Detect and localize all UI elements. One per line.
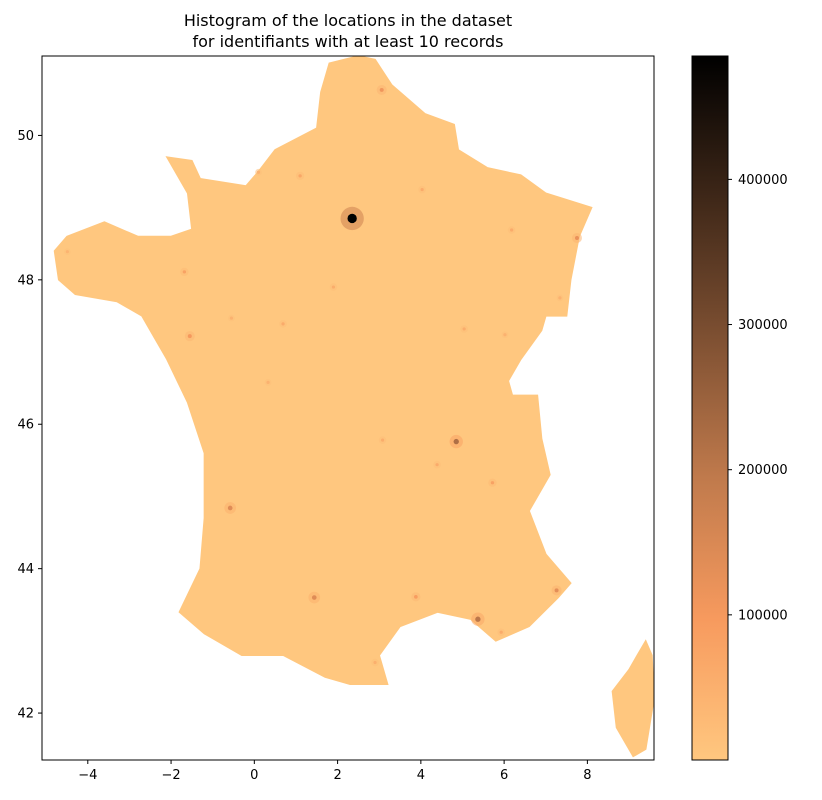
hotspot-core-27 — [558, 296, 562, 300]
y-axis-ticks: 42 44 46 48 50 — [17, 129, 42, 722]
x-tick-label: 0 — [250, 768, 258, 783]
colorbar-tick-label: 100000 — [738, 608, 788, 623]
hotspot-core-3 — [311, 595, 317, 600]
colorbar-gradient — [691, 55, 729, 761]
hotspot-core-20 — [462, 327, 466, 331]
axes-frame — [41, 55, 655, 761]
chart-title-line-2: for identifiants with at least 10 record… — [193, 32, 504, 51]
map-region-mainland — [53, 56, 593, 685]
hotspot-core-10 — [182, 270, 187, 274]
hotspot-core-21 — [373, 660, 377, 665]
hotspot-core-11 — [490, 481, 495, 485]
x-tick-label: 6 — [500, 768, 508, 783]
colorbar: 100000 200000 300000 400000 — [691, 55, 788, 761]
colorbar-tick-label: 400000 — [738, 173, 788, 188]
hotspot-core-16 — [499, 630, 503, 634]
map-regions — [53, 56, 654, 758]
x-tick-label: 2 — [333, 768, 341, 783]
colorbar-ticks: 100000 200000 300000 400000 — [728, 173, 788, 623]
x-tick-label: −4 — [78, 768, 97, 783]
y-tick-label: 44 — [17, 562, 34, 577]
hotspot-core-2 — [475, 616, 481, 622]
hotspot-core-7 — [574, 235, 579, 240]
hotspot-core-0 — [347, 213, 357, 224]
hotspot-core-8 — [187, 334, 192, 339]
y-tick-label: 48 — [17, 273, 34, 288]
x-tick-label: 8 — [583, 768, 591, 783]
hotspot-core-26 — [256, 170, 261, 174]
hotspot-core-19 — [331, 285, 336, 289]
map-region-corsica — [611, 639, 654, 758]
hotspot-core-6 — [379, 87, 384, 92]
hotspot-core-22 — [266, 380, 270, 384]
hotspot-core-17 — [435, 463, 439, 467]
colorbar-tick-label: 200000 — [738, 463, 788, 478]
x-tick-label: 4 — [417, 768, 425, 783]
hotspot-core-15 — [510, 228, 514, 232]
hotspot-core-9 — [414, 594, 418, 599]
hotspot-core-25 — [65, 250, 69, 254]
x-tick-label: −2 — [161, 768, 180, 783]
hotspot-core-14 — [420, 187, 424, 192]
hotspot-core-13 — [281, 322, 285, 326]
hotspot-core-4 — [227, 505, 233, 511]
hotspot-layer — [64, 84, 582, 667]
heatmap-plot-area — [42, 56, 654, 760]
hotspot-core-12 — [298, 174, 302, 178]
hotspot-core-23 — [229, 316, 234, 320]
y-tick-label: 42 — [17, 707, 34, 722]
hotspot-core-24 — [503, 333, 507, 337]
hotspot-core-18 — [380, 438, 385, 442]
x-axis-ticks: −4 −2 0 2 4 6 8 — [78, 760, 592, 783]
colorbar-tick-label: 300000 — [738, 318, 788, 333]
hotspot-core-1 — [453, 438, 459, 445]
y-tick-label: 46 — [17, 418, 34, 433]
y-tick-label: 50 — [17, 129, 34, 144]
hotspot-core-5 — [554, 588, 559, 593]
chart-title-line-1: Histogram of the locations in the datase… — [184, 11, 512, 30]
